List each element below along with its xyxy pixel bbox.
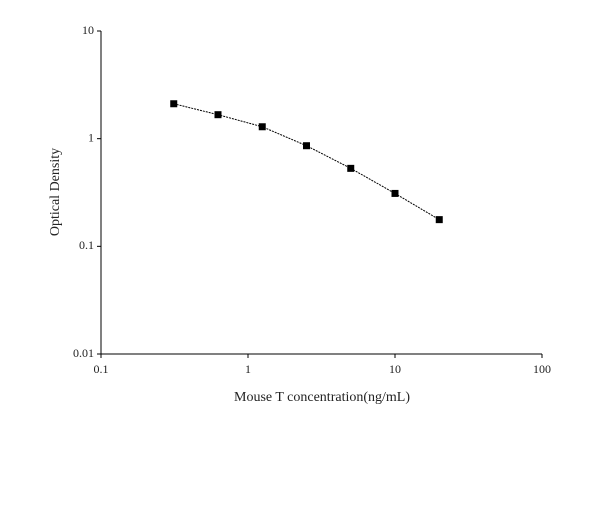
- data-point: [435, 216, 443, 224]
- x-tick-label: 1: [245, 362, 251, 376]
- y-axis-title: Optical Density: [48, 148, 63, 236]
- data-point: [347, 164, 355, 172]
- data-point: [302, 142, 310, 150]
- data-line: [173, 103, 440, 221]
- data-point: [391, 189, 399, 197]
- x-tick-label: 100: [533, 362, 551, 376]
- y-tick-label: 1: [88, 130, 94, 144]
- data-point: [214, 111, 222, 119]
- x-tick-label: 0.1: [94, 362, 109, 376]
- data-point: [170, 100, 178, 108]
- y-tick-label: 10: [82, 23, 94, 37]
- data-point: [258, 123, 266, 131]
- y-tick-label: 0.01: [73, 346, 94, 360]
- x-axis-title: Mouse T concentration(ng/mL): [234, 390, 410, 405]
- x-tick-label: 10: [389, 362, 401, 376]
- y-tick-label: 0.1: [79, 238, 94, 252]
